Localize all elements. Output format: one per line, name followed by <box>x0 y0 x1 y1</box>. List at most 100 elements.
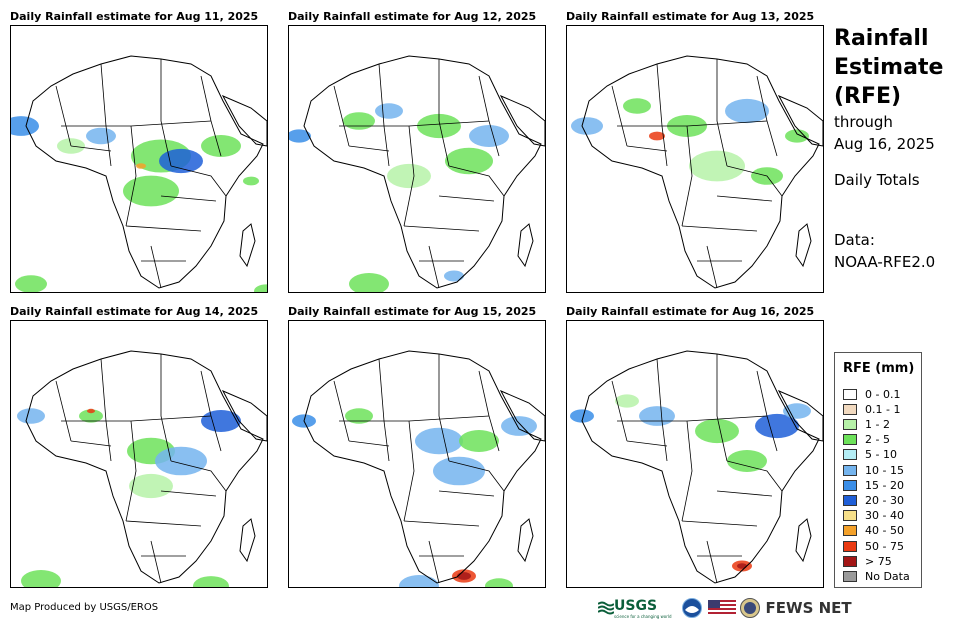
country-border <box>656 358 668 462</box>
panel-title: Daily Rainfall estimate for Aug 14, 2025 <box>10 305 259 318</box>
country-border <box>55 380 72 442</box>
country-border <box>766 120 778 157</box>
coastline <box>517 518 534 563</box>
country-border <box>428 245 440 289</box>
rain-cell <box>254 284 267 292</box>
country-border <box>160 354 172 462</box>
coastline <box>795 518 812 563</box>
country-border <box>170 460 227 492</box>
rain-cell <box>399 575 439 587</box>
country-border <box>611 85 628 147</box>
legend-label: 15 - 20 <box>865 478 904 492</box>
usgs-wordmark: USGS <box>614 597 658 614</box>
rain-cell <box>343 112 375 130</box>
rain-cell <box>783 403 811 419</box>
legend-item: 20 - 30 <box>843 493 904 507</box>
country-border <box>488 415 500 452</box>
usgs-wave-icon <box>598 601 614 615</box>
country-border <box>438 195 495 202</box>
legend-swatch <box>843 464 857 476</box>
rainfall-map <box>288 320 546 588</box>
coastline <box>777 389 823 442</box>
country-border <box>716 490 773 497</box>
coastline <box>239 223 256 268</box>
date-range-line: through <box>834 113 893 131</box>
legend-swatch <box>843 388 857 400</box>
rain-cell <box>17 408 45 424</box>
rain-cell <box>79 409 103 423</box>
coastline <box>221 389 267 442</box>
credit-text: Map Produced by USGS/EROS <box>10 602 159 613</box>
coastline <box>517 223 534 268</box>
rain-cell <box>21 570 61 587</box>
fews-net-wordmark: FEWS NET <box>765 599 852 617</box>
country-border <box>70 145 112 152</box>
legend-label: 50 - 75 <box>865 539 904 553</box>
legend-item: 1 - 2 <box>843 417 890 431</box>
legend-item: 40 - 50 <box>843 524 904 538</box>
rainfall-map <box>566 320 824 588</box>
rain-cell <box>289 129 311 143</box>
country-border <box>478 75 490 122</box>
country-border <box>428 540 440 584</box>
country-border <box>125 420 137 522</box>
country-border <box>448 165 505 197</box>
rain-cell <box>639 406 675 426</box>
rain-cell <box>571 117 603 135</box>
country-border <box>756 370 768 417</box>
country-border <box>150 245 162 289</box>
legend-item: > 75 <box>843 554 892 568</box>
panel-title: Daily Rainfall estimate for Aug 16, 2025 <box>566 305 815 318</box>
country-border <box>681 520 758 527</box>
legend-label: 2 - 5 <box>865 433 890 447</box>
country-border <box>125 520 202 527</box>
country-border <box>200 75 212 122</box>
coastline <box>795 223 812 268</box>
rainfall-map <box>288 25 546 293</box>
country-border <box>210 415 222 452</box>
legend-label: 0.1 - 1 <box>865 402 901 416</box>
rain-cell <box>387 163 431 189</box>
country-border <box>403 520 480 527</box>
legend-label: No Data <box>865 569 910 583</box>
rain-cell <box>201 135 241 157</box>
country-border <box>333 380 350 442</box>
country-border <box>656 63 668 167</box>
legend-label: 5 - 10 <box>865 448 897 462</box>
rain-cell <box>193 576 229 587</box>
title-line: Rainfall <box>834 26 929 51</box>
legend-label: 30 - 40 <box>865 509 904 523</box>
rain-cell <box>459 430 499 452</box>
country-border <box>626 145 668 152</box>
rain-cell <box>155 446 207 476</box>
country-border <box>348 145 390 152</box>
rain-cell <box>15 275 47 292</box>
coastline <box>303 350 542 584</box>
rain-cell <box>375 103 403 119</box>
panel-title: Daily Rainfall estimate for Aug 15, 2025 <box>288 305 537 318</box>
country-border <box>626 440 668 447</box>
rain-cell <box>445 147 493 175</box>
rain-cell <box>649 131 665 141</box>
rain-cell <box>86 127 116 145</box>
country-border <box>61 120 212 127</box>
rain-cell <box>87 408 95 414</box>
rainfall-map <box>566 25 824 293</box>
country-border <box>100 358 112 462</box>
country-border <box>348 440 390 447</box>
country-border <box>55 85 72 147</box>
country-border <box>478 370 490 417</box>
country-border <box>125 125 137 227</box>
legend-swatch <box>843 418 857 430</box>
country-border <box>170 165 227 197</box>
legend-item: 30 - 40 <box>843 509 904 523</box>
rain-cell <box>695 418 739 444</box>
rain-cell <box>159 148 203 174</box>
rain-cell <box>725 98 769 124</box>
rain-cell <box>469 125 509 147</box>
country-border <box>333 85 350 147</box>
legend-item: No Data <box>843 569 910 583</box>
coastline <box>221 94 267 147</box>
date-range-line: Aug 16, 2025 <box>834 135 935 153</box>
totals-label: Daily Totals <box>834 171 920 189</box>
